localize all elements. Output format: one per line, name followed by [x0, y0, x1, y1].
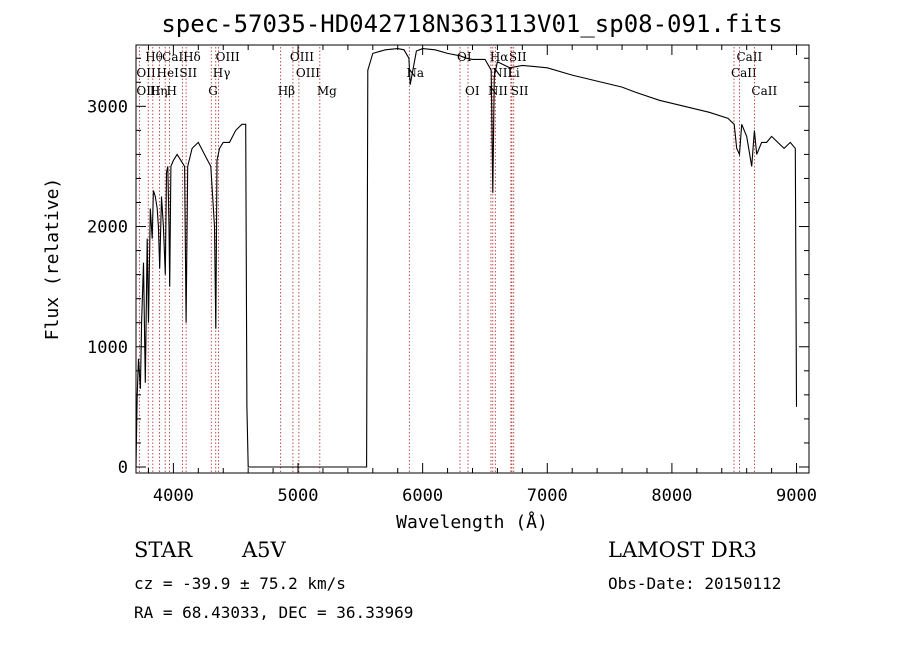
x-tick-label: 9000: [776, 486, 817, 506]
survey-name: LAMOST DR3: [608, 538, 757, 562]
x-tick-label: 6000: [402, 486, 443, 506]
x-tick-label: 8000: [651, 486, 692, 506]
line-marker-label: SII: [179, 66, 197, 80]
x-tick-label: 7000: [527, 486, 568, 506]
y-tick-label: 1000: [87, 338, 128, 358]
line-marker-label: Hγ: [213, 66, 231, 80]
line-marker-label: Hβ: [278, 84, 295, 98]
line-marker-label: OIII: [216, 50, 240, 64]
line-marker-label: NII: [488, 84, 508, 98]
line-marker-label: CaII: [162, 50, 188, 64]
line-marker-label: Na: [406, 66, 424, 80]
line-marker-label: CaII: [736, 50, 762, 64]
line-marker-label: CaII: [731, 66, 757, 80]
line-marker-label: NII: [492, 66, 512, 80]
line-marker-label: Hδ: [183, 50, 201, 64]
line-marker-label: CaII: [751, 84, 777, 98]
line-marker-label: OI: [465, 84, 480, 98]
x-tick-label: 4000: [153, 486, 194, 506]
line-marker-label: SII: [511, 84, 529, 98]
line-marker-label: OIII: [290, 50, 314, 64]
line-marker-label: Mg: [317, 84, 337, 98]
object-subclass: A5V: [242, 538, 286, 562]
spectrum-line: [135, 48, 798, 468]
object-class: STAR: [134, 538, 193, 562]
line-marker-label: Hη: [150, 84, 168, 98]
obs-date: Obs-Date: 20150112: [608, 574, 782, 593]
chart-title: spec-57035-HD042718N363113V01_sp08-091.f…: [161, 10, 782, 38]
y-tick-label: 2000: [87, 218, 128, 238]
axis-tick-layer: 4000 5000 6000 7000 8000 9000 0 1000 2000 3000: [87, 45, 817, 506]
line-marker-label: SII: [509, 50, 527, 64]
x-tick-label: 5000: [278, 486, 319, 506]
line-marker-label: HeI: [157, 66, 180, 80]
line-marker-label: Hα: [490, 50, 509, 64]
y-tick-label: 3000: [87, 97, 128, 117]
line-marker-label: OII: [136, 66, 156, 80]
y-tick-label: 0: [118, 458, 128, 478]
x-axis-label: Wavelength (Å): [396, 511, 548, 533]
line-marker-label: OIII: [136, 84, 160, 98]
line-marker-label: Hθ: [145, 50, 163, 64]
coordinates: RA = 68.43033, DEC = 36.33969: [134, 603, 414, 622]
plot-frame: [135, 44, 810, 474]
y-axis-label: Flux (relative): [42, 178, 63, 341]
line-marker-label: G: [208, 84, 218, 98]
line-marker-label: OIII: [296, 66, 320, 80]
redshift-info: cz = -39.9 ± 75.2 km/s: [134, 574, 346, 593]
line-marker-label: H: [167, 84, 177, 98]
